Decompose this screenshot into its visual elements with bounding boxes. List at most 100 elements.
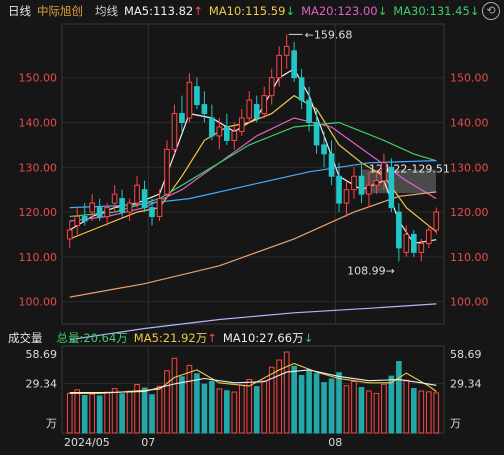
volume-bar	[336, 372, 342, 434]
candle-body	[96, 207, 103, 218]
volume-bar	[343, 385, 350, 434]
indicator-selector[interactable]: 均线	[95, 4, 118, 18]
candle-body	[388, 166, 395, 209]
candle-body	[328, 153, 335, 177]
candle-body	[343, 189, 350, 204]
volume-bar	[126, 390, 133, 434]
price-axis-label-right: 100.00	[450, 296, 489, 309]
candle-body	[268, 77, 275, 97]
candle-body	[134, 184, 140, 204]
price-axis-label-right: 120.00	[450, 206, 489, 219]
volume-bar	[96, 395, 103, 434]
volume-bar	[164, 370, 170, 434]
volume-bar	[238, 384, 245, 434]
candle-body	[231, 130, 238, 141]
volume-bar	[425, 391, 432, 434]
volume-bar	[74, 389, 81, 434]
volume-bar	[224, 390, 230, 434]
candle-body	[156, 198, 163, 218]
arrow-down-icon: ↓	[285, 4, 296, 18]
main-header: 日线 中际旭创 均线 MA5:113.82↑ MA10:115.59↓ MA20…	[0, 0, 504, 22]
candle-body	[283, 45, 290, 56]
tab-daily[interactable]: 日线	[8, 4, 31, 18]
candle-body	[81, 216, 88, 222]
arrow-up-icon: ↑	[193, 4, 203, 18]
volume-bar	[418, 390, 425, 434]
volume-bar	[411, 387, 417, 434]
volume-bar	[351, 381, 357, 434]
candle-body	[246, 99, 253, 119]
x-axis-label: 08	[328, 436, 342, 449]
candle-body	[149, 207, 155, 218]
volume-ma5: MA5:21.92万↑	[133, 331, 217, 345]
volume-bar	[268, 366, 275, 434]
candle-body	[111, 193, 118, 204]
back-icon[interactable]: ⟲	[482, 2, 500, 20]
ma-line-ma250	[69, 303, 437, 341]
volume-bar	[298, 374, 305, 434]
volume-bar	[89, 393, 95, 434]
volume-ma10: MA10:27.66万↓	[222, 331, 314, 345]
candle-body	[403, 233, 410, 253]
candle-body	[313, 122, 320, 146]
x-axis-label: 2024/05	[64, 436, 110, 449]
volume-bar	[201, 383, 208, 434]
volume-bar	[134, 384, 140, 434]
volume-ma-line-ma10	[69, 369, 437, 394]
volume-bar	[231, 391, 238, 434]
volume-bar	[209, 380, 215, 434]
volume-bar	[246, 378, 253, 434]
volume-bar	[396, 361, 402, 434]
volume-bar	[388, 375, 395, 434]
volume-bar	[194, 373, 200, 434]
ma5-value: MA5:113.82↑	[124, 4, 203, 18]
volume-panel-frame	[61, 345, 445, 434]
ma20-value: MA20:123.00↓	[301, 4, 388, 18]
volume-bar	[253, 386, 260, 434]
volume-bar	[358, 387, 365, 434]
arrow-down-icon: ↓	[469, 4, 480, 18]
volume-bar	[119, 393, 125, 434]
price-axis-label-left: 140.00	[19, 117, 58, 130]
volume-axis-label-left: 万	[46, 417, 57, 430]
x-axis-label: 07	[141, 436, 155, 449]
price-axis-label-right: 140.00	[450, 117, 489, 130]
candle-body	[261, 95, 268, 115]
candle-body	[381, 162, 387, 182]
candle-body	[276, 54, 282, 79]
volume-bar	[216, 388, 223, 434]
candle-body	[179, 113, 185, 124]
stock-name: 中际旭创	[37, 4, 83, 18]
candle-body	[194, 86, 200, 106]
low-annotation: 108.99→	[347, 264, 395, 277]
candle-body	[351, 175, 357, 191]
volume-bar	[321, 382, 327, 434]
volume-bar	[306, 370, 312, 434]
candle-body	[224, 126, 230, 141]
volume-bar	[403, 379, 410, 434]
candle-body	[336, 175, 342, 204]
price-axis-label-left: 150.00	[19, 72, 58, 85]
volume-bar	[276, 359, 282, 434]
volume-axis-label-right: 29.34	[450, 378, 482, 391]
candle-body	[201, 104, 208, 115]
high-annotation: ←159.68	[305, 28, 353, 41]
candle-body	[126, 202, 133, 213]
volume-bar	[141, 387, 148, 434]
candle-body	[253, 104, 260, 119]
volume-bar	[291, 365, 297, 434]
price-axis-label-left: 110.00	[19, 251, 58, 264]
candle-body	[418, 242, 425, 253]
ma-line-ma5	[69, 67, 437, 245]
price-panel-frame	[61, 23, 445, 325]
volume-bar	[186, 364, 193, 434]
candle-body	[358, 175, 365, 195]
price-axis-label-left: 100.00	[19, 296, 58, 309]
volume-header: 成交量 总量:20.64万 MA5:21.92万↑ MA10:27.66万↓	[0, 330, 504, 346]
volume-total: 总量:20.64万	[56, 331, 128, 345]
volume-bar	[381, 383, 387, 434]
volume-axis-label-left: 29.34	[26, 378, 58, 391]
volume-bar	[373, 392, 380, 434]
ma30-value: MA30:131.45↓	[393, 4, 480, 18]
